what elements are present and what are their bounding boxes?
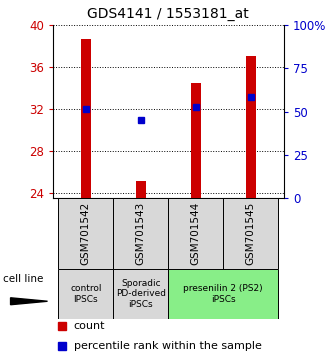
Bar xyxy=(113,269,168,319)
Bar xyxy=(223,198,278,269)
Text: count: count xyxy=(74,321,105,331)
Text: GSM701544: GSM701544 xyxy=(191,202,201,265)
Bar xyxy=(113,198,168,269)
Text: Sporadic
PD-derived
iPSCs: Sporadic PD-derived iPSCs xyxy=(116,279,166,309)
Text: control
IPSCs: control IPSCs xyxy=(70,284,102,303)
Text: presenilin 2 (PS2)
iPSCs: presenilin 2 (PS2) iPSCs xyxy=(183,284,263,303)
Bar xyxy=(81,40,91,198)
Bar xyxy=(191,82,201,198)
Text: GSM701543: GSM701543 xyxy=(136,202,146,265)
Bar xyxy=(168,198,223,269)
Bar xyxy=(168,269,278,319)
Polygon shape xyxy=(11,298,48,305)
Bar xyxy=(246,56,256,198)
Bar xyxy=(58,269,113,319)
Text: GSM701542: GSM701542 xyxy=(81,202,91,265)
Text: cell line: cell line xyxy=(3,274,43,284)
Bar xyxy=(136,181,146,198)
Title: GDS4141 / 1553181_at: GDS4141 / 1553181_at xyxy=(87,7,249,21)
Text: percentile rank within the sample: percentile rank within the sample xyxy=(74,341,261,351)
Text: GSM701545: GSM701545 xyxy=(246,202,256,265)
Bar xyxy=(58,198,113,269)
